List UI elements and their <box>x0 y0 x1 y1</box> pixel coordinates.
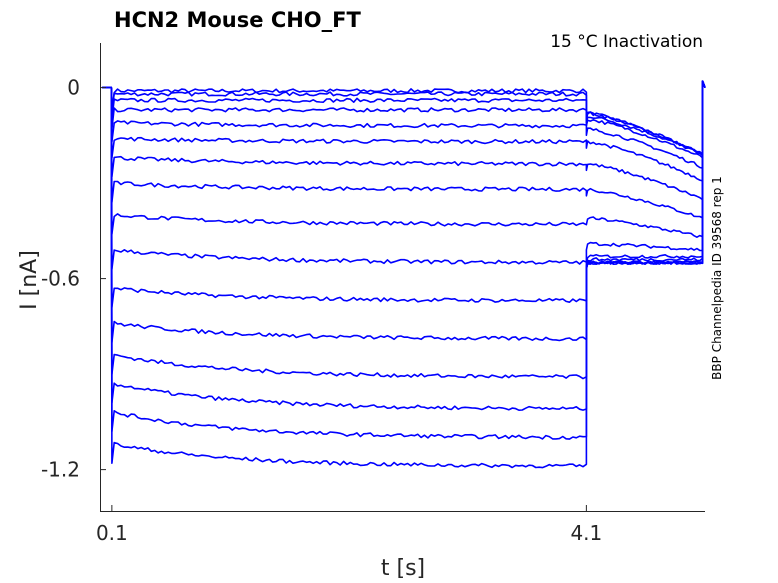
trace-4 <box>102 80 706 159</box>
axes-box <box>100 43 705 512</box>
trace-14 <box>102 80 706 411</box>
y-tick-label: -1.2 <box>41 458 80 482</box>
y-tick-label: -0.6 <box>41 267 80 291</box>
y-axis-label: I [nA] <box>17 250 42 310</box>
trace-5 <box>102 80 706 169</box>
trace-10 <box>102 80 706 270</box>
trace-7 <box>102 80 706 201</box>
y-ticks: 0 -0.6 -1.2 <box>41 76 106 482</box>
x-axis-label: t [s] <box>381 556 425 581</box>
trace-8 <box>102 80 706 219</box>
trace-3 <box>102 80 706 156</box>
trace-13 <box>102 80 706 380</box>
y-tick-label: 0 <box>67 76 80 100</box>
traces-group <box>102 80 706 469</box>
x-ticks: 0.1 4.1 <box>96 505 602 545</box>
trace-2 <box>102 80 706 156</box>
chart-subtitle: 15 °C Inactivation <box>550 32 703 52</box>
trace-9 <box>102 80 706 238</box>
chart-title: HCN2 Mouse CHO_FT <box>114 8 361 32</box>
x-tick-label: 0.1 <box>96 521 128 545</box>
trace-11 <box>102 80 706 308</box>
trace-1 <box>102 80 706 157</box>
side-note: BBP Channelpedia ID 39568 rep 1 <box>710 176 724 380</box>
trace-12 <box>102 80 706 344</box>
trace-6 <box>102 80 706 182</box>
x-tick-label: 4.1 <box>570 521 602 545</box>
trace-16 <box>102 80 706 469</box>
